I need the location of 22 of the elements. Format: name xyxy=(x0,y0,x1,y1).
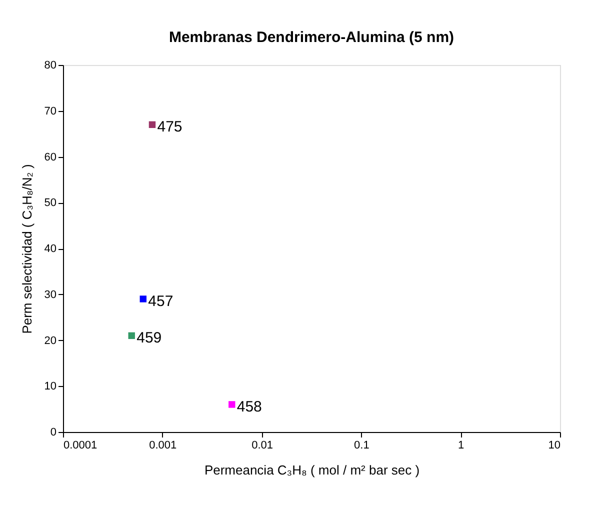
y-tick-label: 10 xyxy=(44,380,56,393)
chart-title: Membranas Dendrimero-Alumina (5 nm) xyxy=(168,29,454,46)
x-tick-label: 0.001 xyxy=(149,440,177,452)
x-tick-label: 10 xyxy=(548,440,560,452)
x-axis-title: Permeancia C₃H₈ ( mol / m² bar sec ) xyxy=(204,462,420,478)
x-tick-label: 0.1 xyxy=(354,440,370,452)
x-tick-label: 1 xyxy=(458,440,464,452)
series-label: 475 xyxy=(157,118,182,136)
y-tick-label: 70 xyxy=(44,105,56,118)
y-tick-label: 20 xyxy=(44,334,56,347)
series-label: 457 xyxy=(148,292,174,310)
x-tick-label: 0.0001 xyxy=(64,440,98,452)
y-axis-title: Perm selectividad ( C₃H₈/N₂ ) xyxy=(19,164,34,334)
series-label: 458 xyxy=(236,398,262,416)
x-tick-label: 0.01 xyxy=(252,440,274,452)
y-tick-label: 0 xyxy=(50,426,56,438)
y-tick-label: 60 xyxy=(44,151,56,164)
y-tick-label: 40 xyxy=(44,243,56,255)
series-label: 459 xyxy=(136,330,162,347)
y-tick-label: 50 xyxy=(44,197,56,210)
y-tick-label: 80 xyxy=(44,60,56,72)
y-tick-label: 30 xyxy=(44,288,56,301)
